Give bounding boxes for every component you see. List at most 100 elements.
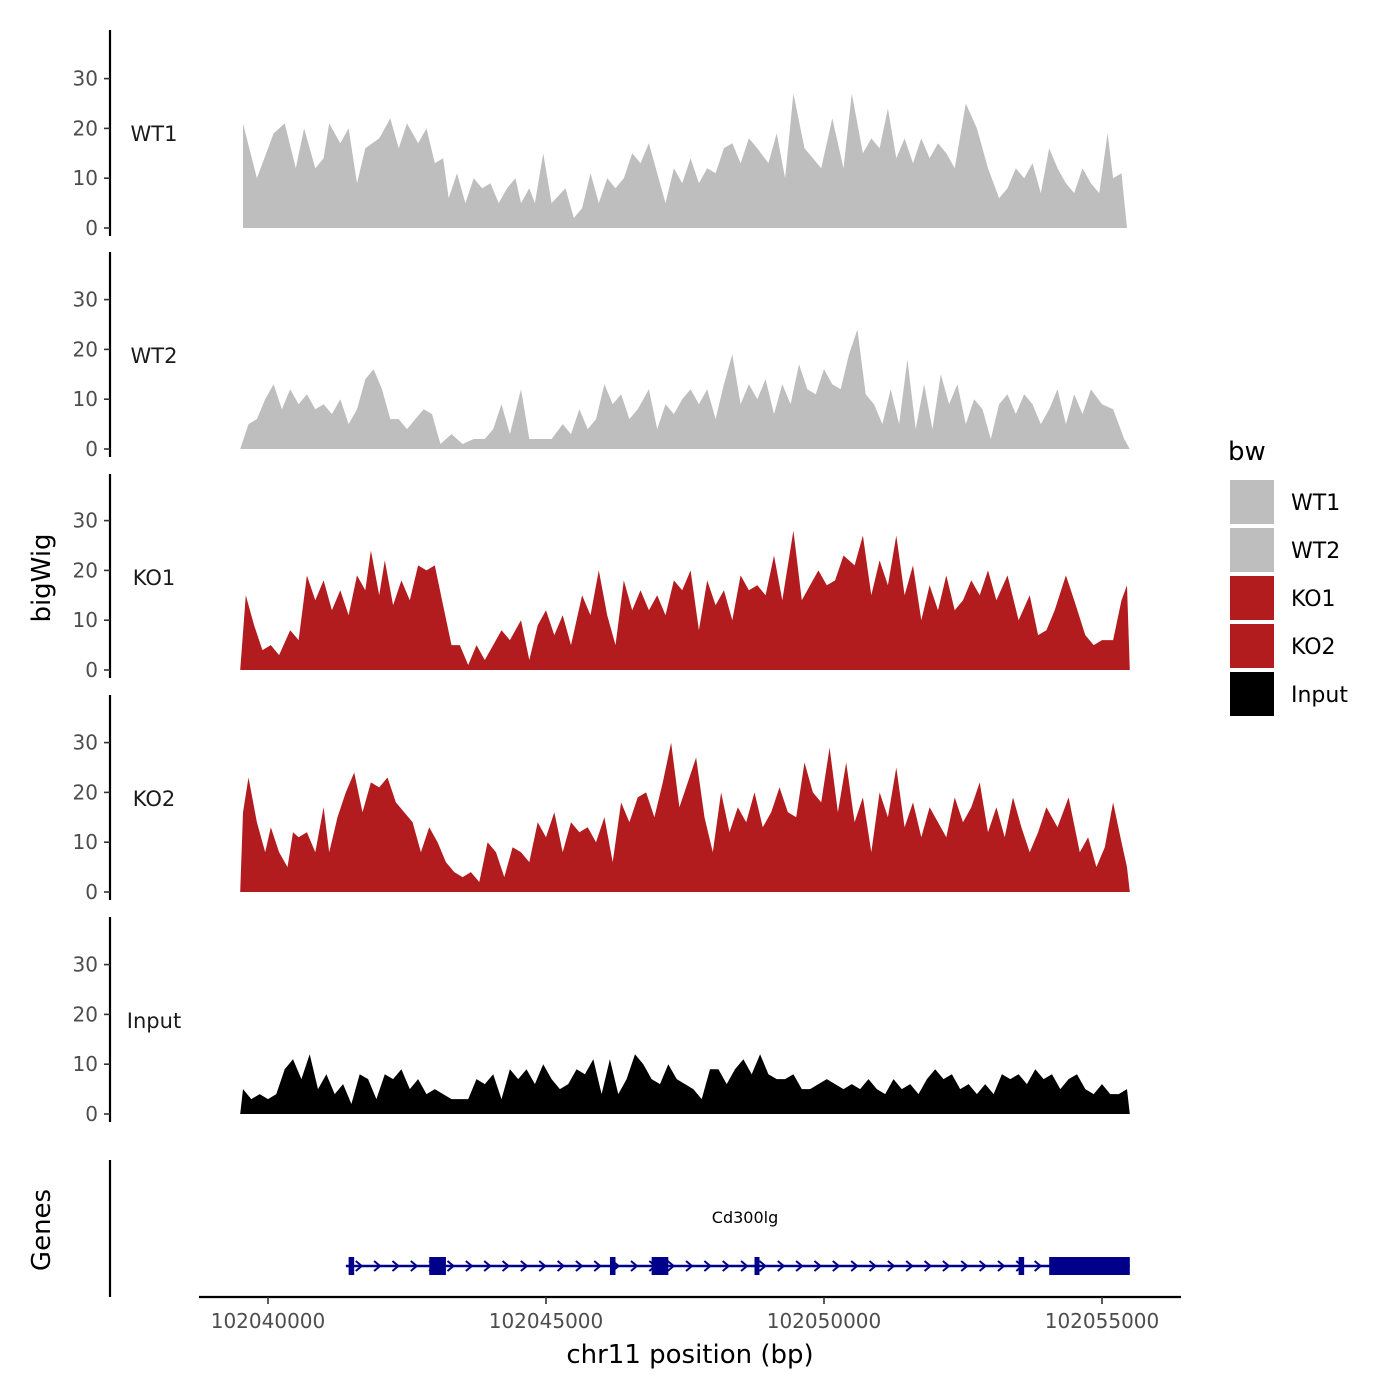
legend-key-ko1 — [1230, 576, 1274, 620]
x-tick-label: 102055000 — [1045, 1309, 1160, 1333]
legend-label-ko1: KO1 — [1291, 587, 1336, 612]
strand-arrow — [832, 1260, 841, 1272]
y-tick-label: 20 — [73, 1002, 98, 1026]
legend-label-wt1: WT1 — [1291, 491, 1340, 516]
strand-arrow — [942, 1260, 951, 1272]
strand-arrow — [960, 1260, 969, 1272]
y-tick-label: 0 — [85, 880, 98, 904]
strand-arrow — [703, 1260, 712, 1272]
strand-arrow — [355, 1260, 364, 1272]
strand-arrow — [575, 1260, 584, 1272]
signal-area-input — [240, 1054, 1130, 1114]
gene-exon — [348, 1257, 355, 1275]
y-tick-label: 20 — [73, 116, 98, 140]
y-tick-label: 30 — [73, 67, 98, 91]
y-tick-label: 30 — [73, 509, 98, 533]
strand-arrow — [391, 1260, 400, 1272]
gene-track-title: Genes — [27, 1189, 57, 1271]
strand-arrow — [887, 1260, 896, 1272]
gene-name-label: Cd300lg — [712, 1208, 778, 1227]
track-label: KO1 — [133, 566, 176, 590]
track-wt2: 0 10 20 30 WT2 — [73, 252, 1130, 461]
strand-arrow — [905, 1260, 914, 1272]
y-tick-label: 20 — [73, 558, 98, 582]
strand-arrow — [465, 1260, 474, 1272]
strand-arrow — [813, 1260, 823, 1272]
signal-area-ko1 — [240, 530, 1130, 670]
track-ko1: 0 10 20 30 KO1 — [73, 474, 1130, 682]
strand-arrow — [685, 1260, 694, 1272]
legend-label-input: Input — [1291, 683, 1348, 708]
strand-arrow — [997, 1260, 1006, 1272]
track-label: WT2 — [131, 344, 178, 368]
y-tick-label: 20 — [73, 337, 98, 361]
y-tick-label: 10 — [73, 166, 98, 190]
gene-exon — [1049, 1257, 1130, 1275]
track-wt1: 0 10 20 30 WT1 — [73, 30, 1127, 240]
strand-arrow — [978, 1260, 988, 1272]
legend: bw WT1 WT2 KO1 KO2 Input — [1228, 437, 1348, 716]
strand-arrow — [667, 1260, 676, 1272]
strand-arrow — [446, 1260, 456, 1272]
track-label: WT1 — [131, 122, 178, 146]
gene-exon — [609, 1257, 616, 1275]
strand-arrow — [501, 1260, 511, 1272]
x-tick-label: 102050000 — [767, 1309, 882, 1333]
legend-key-input — [1230, 672, 1274, 716]
strand-arrow — [556, 1260, 566, 1272]
y-axis-title: bigWig — [27, 533, 57, 622]
signal-area-ko2 — [240, 742, 1130, 892]
strand-arrow — [923, 1260, 933, 1272]
legend-key-ko2 — [1230, 624, 1274, 668]
strand-arrow — [630, 1260, 639, 1272]
track-label: Input — [127, 1009, 181, 1033]
legend-key-wt1 — [1230, 480, 1274, 524]
gene-exon — [429, 1257, 446, 1275]
y-tick-label: 30 — [73, 731, 98, 755]
track-label: KO2 — [133, 787, 176, 811]
y-tick-label: 0 — [85, 658, 98, 682]
x-tick-label: 102045000 — [489, 1309, 604, 1333]
y-tick-label: 0 — [85, 437, 98, 461]
strand-arrow — [593, 1260, 602, 1272]
y-tick-label: 30 — [73, 288, 98, 312]
strand-arrow — [538, 1260, 547, 1272]
legend-title: bw — [1228, 437, 1266, 467]
signal-area-wt2 — [240, 329, 1130, 449]
strand-arrow — [410, 1260, 419, 1272]
y-tick-label: 10 — [73, 608, 98, 632]
gene-exon — [754, 1257, 760, 1275]
signal-tracks: 0 10 20 30 WT1 0 10 20 30 WT2 0 10 20 30 KO1 0 10 20 30 KO2… — [73, 30, 1130, 1126]
track-input: 0 10 20 30 Input — [73, 917, 1130, 1126]
x-axis: 102040000 102045000 102050000 102055000 — [199, 1295, 1181, 1333]
y-tick-label: 10 — [73, 1052, 98, 1076]
y-tick-label: 0 — [85, 216, 98, 240]
strand-arrow — [520, 1260, 529, 1272]
strand-arrow — [868, 1260, 878, 1272]
strand-arrow — [740, 1260, 749, 1272]
y-tick-label: 20 — [73, 780, 98, 804]
signal-area-wt1 — [243, 93, 1127, 228]
y-tick-label: 0 — [85, 1102, 98, 1126]
x-axis-title: chr11 position (bp) — [566, 1340, 813, 1370]
y-tick-label: 10 — [73, 830, 98, 854]
strand-arrow — [483, 1260, 492, 1272]
legend-key-wt2 — [1230, 528, 1274, 572]
strand-arrow — [1033, 1260, 1043, 1272]
gene-exon — [1018, 1257, 1025, 1275]
x-tick-label: 102040000 — [211, 1309, 326, 1333]
y-tick-label: 10 — [73, 387, 98, 411]
strand-arrow — [777, 1260, 786, 1272]
gene-exon — [651, 1257, 669, 1275]
track-ko2: 0 10 20 30 KO2 — [73, 695, 1130, 904]
legend-label-ko2: KO2 — [1291, 635, 1336, 660]
gene-track: Cd300lg — [108, 1160, 1130, 1297]
strand-arrow — [758, 1260, 767, 1272]
strand-arrow — [373, 1260, 382, 1272]
legend-label-wt2: WT2 — [1291, 539, 1340, 564]
strand-arrow — [722, 1260, 731, 1272]
strand-arrow — [850, 1260, 859, 1272]
strand-arrow — [795, 1260, 804, 1272]
y-tick-label: 30 — [73, 953, 98, 977]
